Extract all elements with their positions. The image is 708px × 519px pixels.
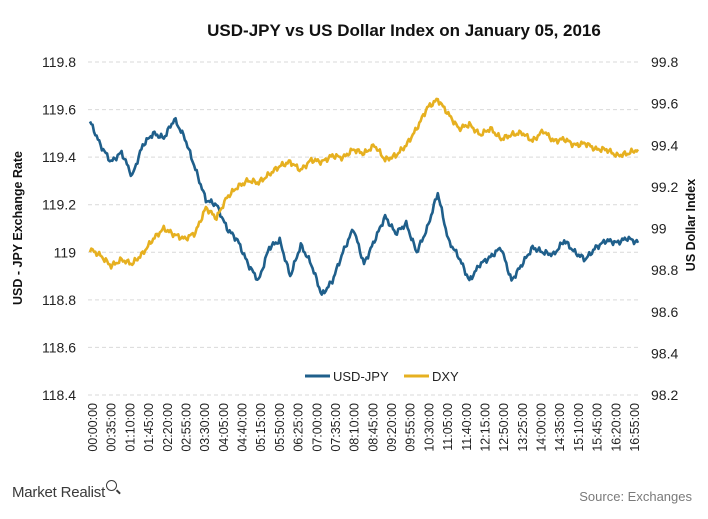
x-tick-label: 13:25:00 (516, 403, 530, 452)
series-line-dxy (88, 97, 640, 270)
left-y-tick-label: 118.6 (42, 339, 76, 355)
x-tick-label: 08:45:00 (366, 403, 380, 452)
series-line-usd-jpy (88, 117, 640, 296)
legend-label-dxy: DXY (432, 369, 459, 384)
right-y-tick-label: 98.6 (651, 304, 678, 320)
left-y-tick-label: 119.8 (42, 54, 76, 70)
x-tick-label: 05:50:00 (273, 403, 287, 452)
x-tick-label: 02:55:00 (179, 403, 193, 452)
left-y-axis-label: USD - JPY Exchange Rate (11, 151, 25, 305)
x-tick-label: 15:45:00 (591, 403, 605, 452)
right-y-tick-label: 99.4 (651, 137, 678, 153)
x-tick-label: 04:40:00 (236, 403, 250, 452)
x-axis-ticks: 00:00:00 00:35:00 01:10:00 01:45:00 02:20:00… (86, 403, 642, 452)
x-tick-label: 16:20:00 (609, 403, 623, 452)
right-y-tick-label: 98.8 (651, 262, 678, 278)
left-y-tick-label: 119.6 (42, 102, 76, 118)
x-tick-label: 14:35:00 (553, 403, 567, 452)
right-y-tick-label: 99.6 (651, 96, 678, 112)
left-y-tick-label: 119.4 (42, 149, 76, 165)
x-tick-label: 01:10:00 (123, 403, 137, 452)
right-y-axis-label: US Dollar Index (684, 179, 698, 271)
x-tick-label: 09:20:00 (385, 403, 399, 452)
x-tick-label: 16:55:00 (628, 403, 642, 452)
right-y-tick-label: 99.2 (651, 179, 678, 195)
source-note: Source: Exchanges (579, 489, 692, 504)
x-tick-label: 07:00:00 (310, 403, 324, 452)
x-tick-label: 12:50:00 (497, 403, 511, 452)
right-y-tick-label: 99.8 (651, 54, 678, 70)
legend-label-usdjpy: USD-JPY (333, 369, 389, 384)
chart-title: USD-JPY vs US Dollar Index on January 05… (207, 21, 601, 40)
x-tick-label: 12:15:00 (478, 403, 492, 452)
x-tick-label: 09:55:00 (404, 403, 418, 452)
x-tick-label: 04:05:00 (217, 403, 231, 452)
brand-logo: Market Realist (12, 480, 118, 501)
x-tick-label: 10:30:00 (422, 403, 436, 452)
x-tick-label: 15:10:00 (572, 403, 586, 452)
x-tick-label: 00:00:00 (86, 403, 100, 452)
x-tick-label: 14:00:00 (535, 403, 549, 452)
right-y-axis-ticks: 98.2 98.4 98.6 98.8 99 99.2 99.4 99.6 99.8 (651, 54, 678, 403)
legend: USD-JPY DXY (305, 369, 459, 384)
grid-lines (88, 61, 640, 396)
x-tick-label: 08:10:00 (348, 403, 362, 452)
right-y-tick-label: 99 (651, 221, 667, 237)
left-y-axis-ticks: 118.4 118.6 118.8 119 119.2 119.4 119.6 119.8 (42, 54, 76, 403)
right-y-tick-label: 98.4 (651, 345, 678, 361)
x-tick-label: 03:30:00 (198, 403, 212, 452)
left-y-tick-label: 119 (54, 244, 77, 260)
series-lines (88, 97, 640, 296)
brand-name: Market Realist (12, 484, 106, 501)
left-y-tick-label: 118.8 (42, 292, 76, 308)
x-tick-label: 05:15:00 (254, 403, 268, 452)
left-y-tick-label: 118.4 (42, 387, 76, 403)
x-tick-label: 11:05:00 (441, 403, 455, 451)
left-y-tick-label: 119.2 (42, 197, 76, 213)
right-y-tick-label: 98.2 (651, 387, 678, 403)
x-tick-label: 11:40:00 (460, 403, 474, 451)
x-tick-label: 06:25:00 (292, 403, 306, 452)
x-tick-label: 01:45:00 (142, 403, 156, 452)
x-tick-label: 02:20:00 (161, 403, 175, 452)
x-tick-label: 07:35:00 (329, 403, 343, 452)
x-tick-label: 00:35:00 (105, 403, 119, 452)
magnifier-icon (106, 480, 118, 491)
